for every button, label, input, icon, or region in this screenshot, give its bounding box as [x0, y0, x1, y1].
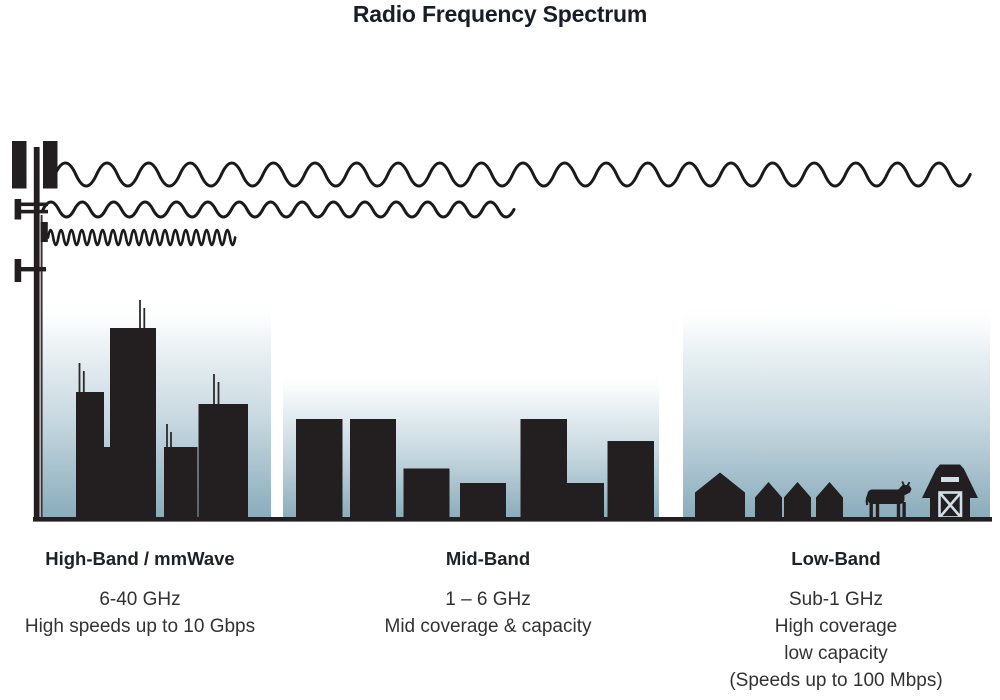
building	[460, 483, 506, 520]
band-description: High coverage	[774, 616, 898, 637]
building	[164, 447, 198, 520]
building	[607, 441, 654, 520]
wave-high-band	[46, 228, 237, 247]
caption-high-band: High-Band / mmWave 6-40 GHz High speeds …	[0, 548, 280, 640]
band-frequency: 6-40 GHz	[99, 589, 181, 610]
ground-line	[33, 517, 992, 522]
band-description: High speeds up to 10 Gbps	[24, 616, 256, 637]
building	[110, 328, 156, 520]
building	[403, 468, 450, 520]
band-description: Mid coverage & capacity	[384, 616, 592, 637]
band-name: Low-Band	[791, 548, 881, 569]
rooftop-antennas	[78, 300, 220, 447]
building	[520, 419, 567, 520]
building	[76, 392, 104, 520]
building	[198, 404, 248, 520]
wave-low-band	[53, 161, 972, 188]
band-frequency: Sub-1 GHz	[789, 589, 883, 610]
page-title: Radio Frequency Spectrum	[352, 1, 648, 27]
cow-icon	[865, 481, 912, 518]
wave-mid-band	[41, 200, 516, 219]
house-icon	[695, 472, 843, 520]
band-frequency: 1 – 6 GHz	[445, 589, 531, 610]
building	[296, 419, 343, 520]
band-description: low capacity	[784, 643, 888, 664]
building	[350, 419, 396, 520]
building	[104, 447, 110, 520]
cell-tower-icon	[12, 141, 58, 520]
building	[567, 483, 604, 520]
caption-mid-band: Mid-Band 1 – 6 GHz Mid coverage & capaci…	[348, 548, 628, 640]
caption-low-band: Low-Band Sub-1 GHz High coverage low cap…	[696, 548, 976, 694]
band-name: Mid-Band	[445, 548, 531, 569]
city-skyline	[76, 300, 248, 520]
midrise-buildings	[296, 419, 654, 520]
rural-scene	[695, 464, 978, 520]
band-description: (Speeds up to 100 Mbps)	[729, 670, 943, 691]
band-name: High-Band / mmWave	[45, 548, 235, 569]
